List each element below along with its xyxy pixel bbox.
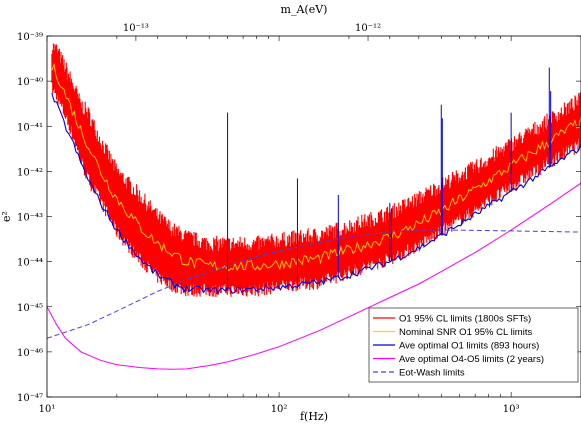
top-x-axis-label: m_A(eV) <box>281 3 328 16</box>
y-tick-label: 10⁻⁴⁷ <box>17 393 43 404</box>
x-tick-label: 10¹ <box>39 404 56 415</box>
y-tick-label: 10⁻⁴⁵ <box>17 303 43 314</box>
plot-area <box>47 43 581 370</box>
legend: O1 95% CL limits (1800s SFTs) Nominal SNR… <box>368 307 579 383</box>
x-tick-label: 10² <box>271 404 288 415</box>
y-tick-label: 10⁻⁴¹ <box>17 122 43 133</box>
axes: 10¹ 10² 10³ 10⁻³⁹ 10⁻⁴⁰ 10⁻⁴¹ 10⁻⁴² 10⁻⁴³ 10⁻⁴⁴ 1… <box>17 23 581 415</box>
legend-label: Ave optimal O1 limits (893 hours) <box>399 341 539 352</box>
legend-label: Eot-Wash limits <box>399 368 465 379</box>
series-line-ave-optimal-o4o5 <box>47 182 581 370</box>
legend-label: O1 95% CL limits (1800s SFTs) <box>399 314 531 325</box>
legend-box <box>368 307 579 383</box>
y-tick-label: 10⁻⁴⁶ <box>17 348 43 359</box>
x-axis-label: f(Hz) <box>300 410 328 423</box>
y-tick-label: 10⁻⁴⁰ <box>17 77 43 88</box>
y-tick-label: 10⁻⁴² <box>17 167 43 178</box>
x-tick-label: 10³ <box>503 404 520 415</box>
top-tick-label: 10⁻¹³ <box>123 23 149 34</box>
series-band-o1-95cl <box>51 43 581 298</box>
y-tick-label: 10⁻³⁹ <box>17 32 43 43</box>
y-tick-label: 10⁻⁴³ <box>17 213 43 224</box>
series-line-eot-wash <box>47 229 581 339</box>
series-line-nominal-snr <box>51 62 581 272</box>
legend-label: Nominal SNR O1 95% CL limits <box>399 327 532 338</box>
legend-label: Ave optimal O4-O5 limits (2 years) <box>399 354 544 365</box>
top-tick-label: 10⁻¹² <box>355 23 381 34</box>
series-line-ave-optimal-o1 <box>51 93 581 296</box>
y-tick-label: 10⁻⁴⁴ <box>17 258 43 269</box>
y-axis-label: e² <box>0 211 13 222</box>
